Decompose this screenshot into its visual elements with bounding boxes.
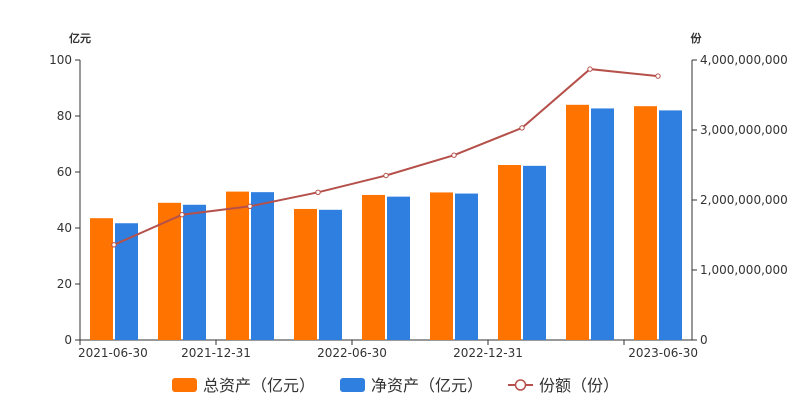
total-assets-bar (294, 208, 317, 340)
total-assets-bar (90, 218, 113, 340)
net-assets-bar (183, 204, 206, 340)
net-assets-bar (523, 165, 546, 340)
shares-point (519, 125, 525, 131)
net-assets-bar (659, 110, 682, 341)
legend-label: 份额（份） (539, 376, 619, 395)
total-assets-bar (634, 106, 657, 340)
right-tick-label: 4,000,000,000 (700, 53, 788, 67)
shares-point (587, 66, 593, 72)
shares-point (655, 73, 661, 79)
right-tick-label: 1,000,000,000 (700, 263, 788, 277)
net-assets-bar (591, 108, 614, 340)
left-tick-label: 0 (64, 333, 72, 347)
legend-item[interactable]: 份额（份） (508, 376, 619, 395)
shares-point (111, 242, 117, 248)
total-assets-bar (226, 191, 249, 340)
legend-point-icon (514, 379, 527, 391)
net-assets-bar (455, 193, 478, 340)
total-assets-bar (158, 202, 181, 340)
x-tick-label: 2023-06-30 (628, 346, 698, 360)
shares-point (315, 189, 321, 196)
left-tick-label: 80 (57, 109, 72, 123)
legend-label: 净资产（亿元） (371, 376, 483, 395)
shares-point (179, 212, 185, 218)
shares-point (247, 203, 253, 210)
left-axis-unit: 亿元 (69, 31, 91, 45)
net-assets-bar (387, 196, 410, 340)
x-tick-label: 2021-12-31 (181, 346, 251, 360)
line-layer (111, 66, 661, 248)
legend[interactable]: 总资产（亿元） 净资产（亿元） 份额（份） (172, 376, 619, 395)
right-tick-label: 0 (700, 333, 708, 347)
legend-label: 总资产（亿元） (203, 376, 315, 395)
left-tick-label: 100 (49, 53, 72, 67)
legend-item[interactable]: 净资产（亿元） (340, 376, 483, 395)
shares-point (383, 172, 389, 179)
total-assets-bar (498, 165, 521, 340)
x-tick-label: 2021-06-30 (78, 346, 148, 360)
legend-item[interactable]: 总资产（亿元） (172, 376, 315, 395)
net-assets-bar (319, 209, 342, 340)
total-assets-bar (566, 104, 589, 340)
left-tick-label: 60 (57, 165, 72, 179)
x-tick-label: 2022-06-30 (317, 346, 387, 360)
legend-swatch (340, 378, 365, 392)
axes-layer: 亿元 份 0 20 40 60 80 100 0 1,000,000,000 2,000,000,0… (49, 31, 788, 360)
net-assets-bar (251, 192, 274, 340)
left-tick-label: 20 (57, 277, 72, 291)
bars-layer (90, 104, 682, 341)
total-assets-bar (430, 192, 453, 340)
shares-point (451, 152, 457, 158)
left-tick-label: 40 (57, 221, 72, 235)
right-axis-unit: 份 (691, 31, 703, 45)
net-assets-bar (115, 223, 138, 340)
right-tick-label: 3,000,000,000 (700, 123, 788, 137)
total-assets-bar (362, 194, 385, 340)
right-tick-label: 2,000,000,000 (700, 193, 788, 207)
legend-swatch (172, 378, 197, 392)
x-tick-label: 2022-12-31 (453, 346, 523, 360)
